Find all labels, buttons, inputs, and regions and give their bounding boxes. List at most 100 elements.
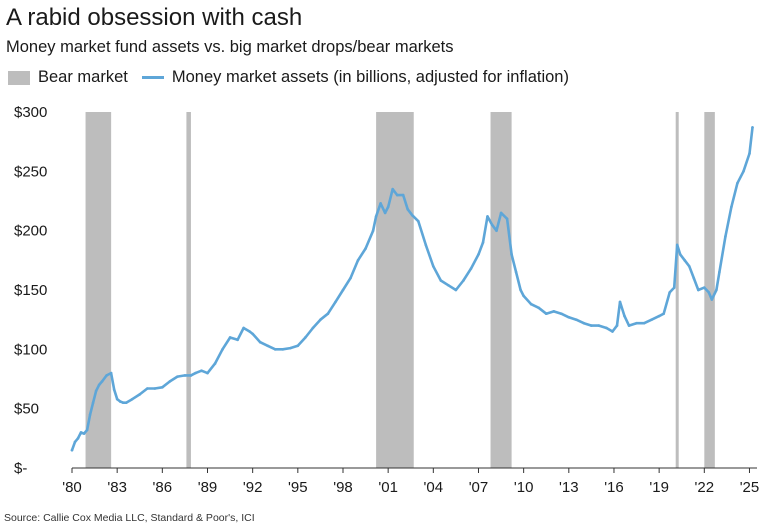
data-point bbox=[153, 387, 157, 390]
axes: $- $50 $100 $150 $200 $250 $300 '80 '83 '86 '89 '92… bbox=[14, 104, 759, 496]
data-point bbox=[510, 253, 513, 256]
data-point bbox=[183, 374, 187, 377]
data-point bbox=[575, 318, 578, 321]
data-point bbox=[615, 324, 619, 327]
data-point bbox=[73, 440, 77, 444]
x-tick-label: '95 bbox=[288, 479, 308, 496]
data-point bbox=[221, 348, 224, 351]
y-tick-label: $150 bbox=[14, 282, 47, 299]
data-point bbox=[118, 400, 122, 403]
x-tick-label: '16 bbox=[604, 479, 624, 496]
data-point bbox=[124, 401, 128, 405]
y-tick-label: $300 bbox=[14, 104, 47, 121]
data-point bbox=[522, 294, 525, 298]
bear-market-bands bbox=[85, 112, 715, 468]
data-point bbox=[605, 326, 608, 330]
data-point bbox=[391, 187, 394, 191]
data-point bbox=[349, 276, 352, 280]
data-point bbox=[145, 387, 149, 390]
data-point bbox=[742, 170, 745, 173]
x-tick-label: '19 bbox=[649, 479, 669, 496]
bear-market-band-2 bbox=[376, 112, 414, 468]
x-tick-label: '92 bbox=[243, 479, 263, 496]
data-point bbox=[341, 288, 345, 292]
data-point bbox=[736, 181, 739, 185]
data-point bbox=[281, 348, 285, 351]
data-point bbox=[406, 208, 410, 211]
data-point bbox=[544, 312, 548, 316]
data-point bbox=[650, 318, 653, 321]
data-point bbox=[395, 193, 399, 197]
data-point bbox=[416, 219, 420, 223]
data-point bbox=[627, 324, 631, 327]
x-tick-label: '98 bbox=[333, 479, 353, 496]
data-point bbox=[206, 371, 209, 375]
legend-swatch-money-market bbox=[141, 76, 164, 79]
data-point bbox=[189, 374, 193, 377]
data-point bbox=[374, 215, 378, 218]
data-point bbox=[623, 314, 626, 318]
x-tick-label: '86 bbox=[153, 479, 173, 496]
y-tick-label: $- bbox=[14, 460, 27, 477]
data-point bbox=[675, 243, 679, 247]
data-point bbox=[715, 288, 718, 292]
data-point bbox=[213, 362, 217, 365]
data-point bbox=[662, 312, 665, 316]
data-point bbox=[410, 213, 414, 217]
data-point bbox=[687, 264, 691, 268]
data-point bbox=[91, 401, 95, 405]
data-point bbox=[477, 253, 480, 256]
x-tick-label: '04 bbox=[424, 479, 444, 496]
data-point bbox=[200, 369, 203, 372]
x-tick-label: '10 bbox=[514, 479, 534, 496]
data-point bbox=[481, 241, 485, 244]
data-point bbox=[79, 431, 83, 434]
data-point bbox=[258, 340, 262, 344]
data-point bbox=[85, 428, 89, 432]
data-point bbox=[490, 223, 494, 227]
data-point bbox=[692, 276, 696, 280]
data-point bbox=[88, 413, 92, 416]
y-tick-label: $50 bbox=[14, 401, 39, 418]
data-point bbox=[319, 318, 322, 321]
data-point bbox=[751, 126, 754, 129]
data-point bbox=[161, 386, 164, 389]
data-point bbox=[138, 393, 142, 396]
x-tick-label: '07 bbox=[469, 479, 489, 496]
x-tick-label: '80 bbox=[62, 479, 82, 496]
y-tick-label: $250 bbox=[14, 163, 47, 180]
data-point bbox=[505, 217, 509, 221]
data-point bbox=[379, 202, 382, 205]
data-point bbox=[529, 302, 533, 306]
data-point bbox=[364, 247, 367, 250]
data-point bbox=[82, 432, 86, 435]
data-point bbox=[462, 279, 465, 282]
data-point bbox=[105, 374, 108, 377]
data-point bbox=[519, 288, 522, 292]
data-point bbox=[121, 401, 125, 405]
data-point bbox=[401, 193, 405, 197]
data-point bbox=[499, 211, 503, 215]
bear-market-band-0 bbox=[85, 112, 112, 468]
data-point bbox=[273, 348, 277, 351]
data-point bbox=[288, 346, 292, 350]
series-points bbox=[70, 126, 754, 452]
data-point bbox=[386, 205, 390, 209]
data-point bbox=[611, 330, 614, 333]
data-point bbox=[439, 279, 443, 282]
source-note: Source: Callie Cox Media LLC, Standard &… bbox=[4, 512, 255, 524]
data-point bbox=[130, 397, 134, 401]
data-point bbox=[703, 286, 706, 289]
x-tick-label: '01 bbox=[378, 479, 398, 496]
legend: Bear market Money market assets (in bill… bbox=[8, 68, 569, 87]
data-point bbox=[668, 291, 671, 294]
data-point bbox=[100, 380, 104, 383]
series-layer bbox=[70, 126, 754, 452]
data-point bbox=[266, 344, 270, 348]
data-point bbox=[696, 288, 700, 292]
legend-label-bear-market: Bear market bbox=[38, 68, 128, 86]
data-point bbox=[97, 383, 101, 387]
data-point bbox=[228, 336, 232, 339]
data-point bbox=[672, 286, 676, 289]
